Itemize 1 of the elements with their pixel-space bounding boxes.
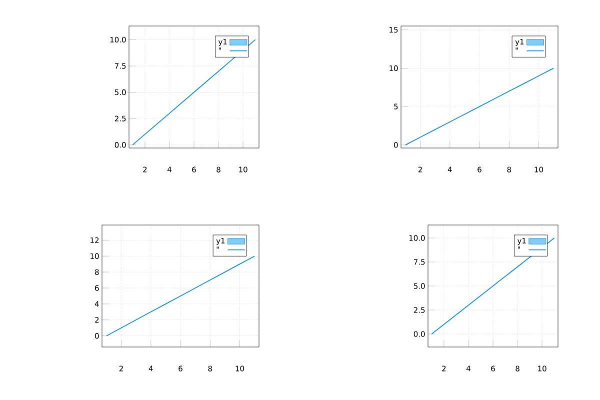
line-series xyxy=(106,256,256,336)
